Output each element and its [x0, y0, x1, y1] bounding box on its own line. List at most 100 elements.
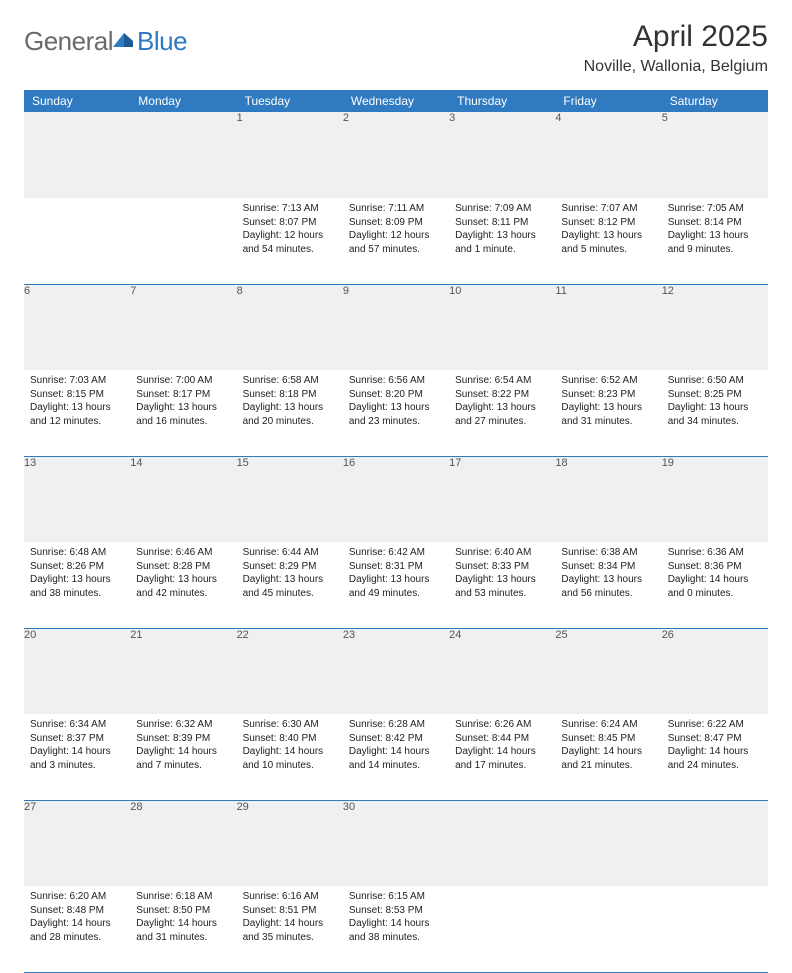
weekday-header: Thursday: [449, 90, 555, 112]
day-number: 23: [343, 628, 449, 714]
day-number: 29: [237, 800, 343, 886]
day-cell: Sunrise: 7:11 AMSunset: 8:09 PMDaylight:…: [343, 198, 449, 284]
day-cell: Sunrise: 6:46 AMSunset: 8:28 PMDaylight:…: [130, 542, 236, 628]
sunrise-line: Sunrise: 6:52 AM: [561, 374, 655, 388]
location: Noville, Wallonia, Belgium: [584, 58, 768, 76]
day-number: 24: [449, 628, 555, 714]
daylight-line: Daylight: 13 hours and 38 minutes.: [30, 573, 124, 600]
daylight-line: Daylight: 12 hours and 57 minutes.: [349, 229, 443, 256]
day-number-row: 27282930: [24, 800, 768, 886]
sunrise-line: Sunrise: 6:54 AM: [455, 374, 549, 388]
day-number: 18: [555, 456, 661, 542]
daylight-line: Daylight: 13 hours and 1 minute.: [455, 229, 549, 256]
sunset-line: Sunset: 8:23 PM: [561, 388, 655, 402]
day-content-row: Sunrise: 7:03 AMSunset: 8:15 PMDaylight:…: [24, 370, 768, 456]
logo-icon: [113, 31, 135, 54]
sunset-line: Sunset: 8:39 PM: [136, 732, 230, 746]
sunset-line: Sunset: 8:45 PM: [561, 732, 655, 746]
weekday-header-row: SundayMondayTuesdayWednesdayThursdayFrid…: [24, 90, 768, 112]
sunrise-line: Sunrise: 6:22 AM: [668, 718, 762, 732]
daylight-line: Daylight: 13 hours and 16 minutes.: [136, 401, 230, 428]
sunrise-line: Sunrise: 6:16 AM: [243, 890, 337, 904]
daylight-line: Daylight: 13 hours and 27 minutes.: [455, 401, 549, 428]
daylight-line: Daylight: 14 hours and 14 minutes.: [349, 745, 443, 772]
daylight-line: Daylight: 13 hours and 45 minutes.: [243, 573, 337, 600]
day-cell: Sunrise: 6:36 AMSunset: 8:36 PMDaylight:…: [662, 542, 768, 628]
day-number: 11: [555, 284, 661, 370]
sunset-line: Sunset: 8:48 PM: [30, 904, 124, 918]
sunset-line: Sunset: 8:40 PM: [243, 732, 337, 746]
daylight-line: Daylight: 14 hours and 28 minutes.: [30, 917, 124, 944]
sunrise-line: Sunrise: 6:24 AM: [561, 718, 655, 732]
day-number: 21: [130, 628, 236, 714]
day-number: [24, 112, 130, 198]
day-cell: Sunrise: 6:58 AMSunset: 8:18 PMDaylight:…: [237, 370, 343, 456]
sunrise-line: Sunrise: 7:09 AM: [455, 202, 549, 216]
day-number: 15: [237, 456, 343, 542]
daylight-line: Daylight: 13 hours and 49 minutes.: [349, 573, 443, 600]
day-number: 5: [662, 112, 768, 198]
day-cell: Sunrise: 7:03 AMSunset: 8:15 PMDaylight:…: [24, 370, 130, 456]
day-number: 16: [343, 456, 449, 542]
day-number: [449, 800, 555, 886]
day-number: 14: [130, 456, 236, 542]
sunset-line: Sunset: 8:12 PM: [561, 216, 655, 230]
sunrise-line: Sunrise: 7:07 AM: [561, 202, 655, 216]
day-content-row: Sunrise: 6:20 AMSunset: 8:48 PMDaylight:…: [24, 886, 768, 972]
sunrise-line: Sunrise: 6:20 AM: [30, 890, 124, 904]
logo-text-blue: Blue: [137, 26, 187, 57]
day-cell: [130, 198, 236, 284]
day-cell: Sunrise: 6:44 AMSunset: 8:29 PMDaylight:…: [237, 542, 343, 628]
title-block: April 2025 Noville, Wallonia, Belgium: [584, 20, 768, 76]
day-cell: Sunrise: 6:40 AMSunset: 8:33 PMDaylight:…: [449, 542, 555, 628]
day-content-row: Sunrise: 7:13 AMSunset: 8:07 PMDaylight:…: [24, 198, 768, 284]
calendar-table: SundayMondayTuesdayWednesdayThursdayFrid…: [24, 90, 768, 973]
daylight-line: Daylight: 14 hours and 21 minutes.: [561, 745, 655, 772]
daylight-line: Daylight: 13 hours and 20 minutes.: [243, 401, 337, 428]
daylight-line: Daylight: 14 hours and 10 minutes.: [243, 745, 337, 772]
day-cell: Sunrise: 6:20 AMSunset: 8:48 PMDaylight:…: [24, 886, 130, 972]
day-cell: Sunrise: 7:00 AMSunset: 8:17 PMDaylight:…: [130, 370, 236, 456]
day-number: 22: [237, 628, 343, 714]
sunrise-line: Sunrise: 6:48 AM: [30, 546, 124, 560]
sunset-line: Sunset: 8:29 PM: [243, 560, 337, 574]
day-cell: Sunrise: 7:09 AMSunset: 8:11 PMDaylight:…: [449, 198, 555, 284]
weekday-header: Saturday: [662, 90, 768, 112]
day-cell: Sunrise: 7:13 AMSunset: 8:07 PMDaylight:…: [237, 198, 343, 284]
sunset-line: Sunset: 8:14 PM: [668, 216, 762, 230]
day-cell: Sunrise: 6:22 AMSunset: 8:47 PMDaylight:…: [662, 714, 768, 800]
sunrise-line: Sunrise: 6:30 AM: [243, 718, 337, 732]
day-number: 8: [237, 284, 343, 370]
sunset-line: Sunset: 8:36 PM: [668, 560, 762, 574]
day-number: [555, 800, 661, 886]
day-number: 27: [24, 800, 130, 886]
day-number: 13: [24, 456, 130, 542]
day-number: 7: [130, 284, 236, 370]
day-number: 2: [343, 112, 449, 198]
daylight-line: Daylight: 14 hours and 35 minutes.: [243, 917, 337, 944]
sunset-line: Sunset: 8:28 PM: [136, 560, 230, 574]
daylight-line: Daylight: 13 hours and 34 minutes.: [668, 401, 762, 428]
daylight-line: Daylight: 14 hours and 0 minutes.: [668, 573, 762, 600]
day-cell: Sunrise: 6:16 AMSunset: 8:51 PMDaylight:…: [237, 886, 343, 972]
day-cell: Sunrise: 6:18 AMSunset: 8:50 PMDaylight:…: [130, 886, 236, 972]
sunset-line: Sunset: 8:42 PM: [349, 732, 443, 746]
day-number: 12: [662, 284, 768, 370]
day-cell: Sunrise: 6:32 AMSunset: 8:39 PMDaylight:…: [130, 714, 236, 800]
daylight-line: Daylight: 13 hours and 9 minutes.: [668, 229, 762, 256]
day-cell: Sunrise: 6:24 AMSunset: 8:45 PMDaylight:…: [555, 714, 661, 800]
sunrise-line: Sunrise: 7:03 AM: [30, 374, 124, 388]
header: General Blue April 2025 Noville, Walloni…: [24, 20, 768, 76]
sunset-line: Sunset: 8:37 PM: [30, 732, 124, 746]
daylight-line: Daylight: 14 hours and 17 minutes.: [455, 745, 549, 772]
sunrise-line: Sunrise: 7:11 AM: [349, 202, 443, 216]
sunset-line: Sunset: 8:34 PM: [561, 560, 655, 574]
sunrise-line: Sunrise: 7:13 AM: [243, 202, 337, 216]
daylight-line: Daylight: 13 hours and 42 minutes.: [136, 573, 230, 600]
day-cell: Sunrise: 6:54 AMSunset: 8:22 PMDaylight:…: [449, 370, 555, 456]
day-cell: Sunrise: 6:30 AMSunset: 8:40 PMDaylight:…: [237, 714, 343, 800]
sunrise-line: Sunrise: 6:42 AM: [349, 546, 443, 560]
sunrise-line: Sunrise: 7:00 AM: [136, 374, 230, 388]
day-cell: [24, 198, 130, 284]
page-title: April 2025: [584, 20, 768, 54]
